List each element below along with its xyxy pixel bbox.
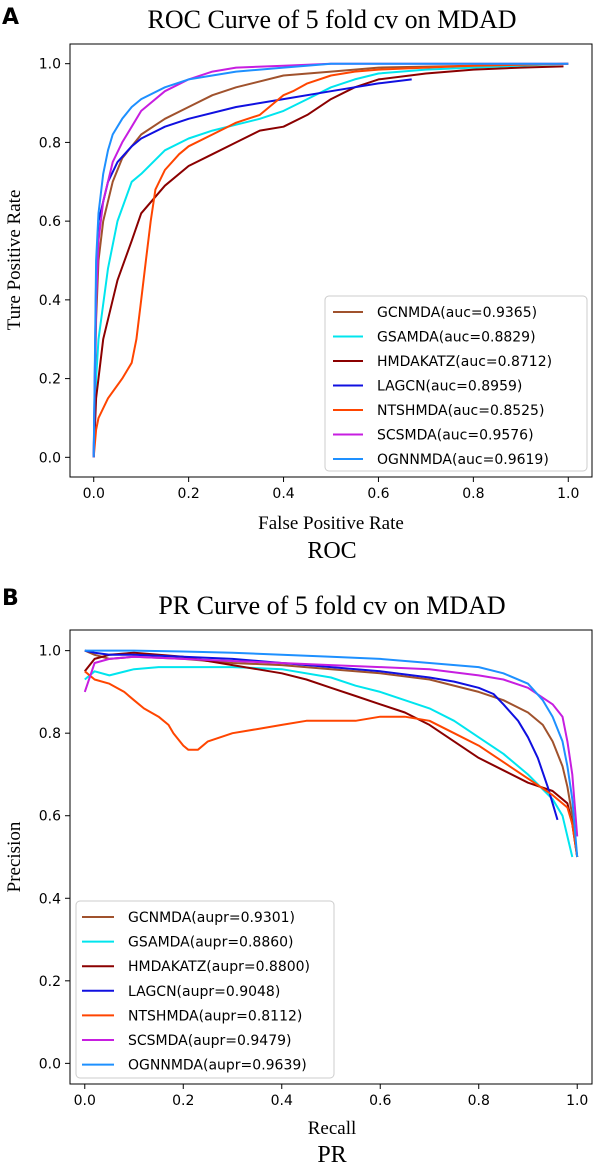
roc-legend-label: HMDAKATZ(auc=0.8712) (377, 354, 552, 370)
roc-series-line-hmdakatz (92, 65, 564, 458)
pr-xtick-label: 1.0 (566, 1093, 588, 1109)
roc-legend-label: NTSHMDA(auc=0.8525) (377, 403, 544, 419)
pr-ytick-label: 0.4 (39, 891, 61, 907)
pr-xtick-label: 0.2 (172, 1093, 194, 1109)
roc-legend-label: GCNMDA(auc=0.9365) (377, 305, 537, 321)
roc-legend-box (324, 295, 588, 472)
pr-title: PR Curve of 5 fold cv on MDAD (158, 591, 505, 620)
roc-ytick-label: 0.6 (39, 214, 61, 230)
pr-xlabel: Recall (308, 1118, 357, 1139)
roc-ytick-label: 1.0 (39, 57, 61, 73)
pr-series-line-lagcn (84, 649, 559, 821)
roc-xtick-label: 0.2 (178, 486, 200, 502)
roc-ticks: 0.0 0.2 0.4 0.6 0.8 1.0 0.0 0.2 0.4 0.6 0.8 1.0 (39, 57, 580, 502)
pr-series-line-scsmda (83, 655, 579, 837)
pr-ytick-label: 0.6 (39, 809, 61, 825)
roc-ytick-label: 0.8 (39, 135, 61, 151)
roc-xtick-label: 0.0 (83, 486, 105, 502)
pr-legend-label: HMDAKATZ(aupr=0.8800) (128, 959, 310, 975)
roc-legend-label: GSAMDA(auc=0.8829) (377, 330, 536, 346)
pr-ylabel: Precision (4, 821, 25, 892)
pr-series-line-gsamda (84, 666, 574, 858)
pr-ticks: 0.0 0.2 0.4 0.6 0.8 1.0 0.0 0.2 0.4 0.6 0.8 1.0 (39, 644, 589, 1109)
pr-xtick-label: 0.6 (369, 1093, 391, 1109)
roc-xtick-label: 0.4 (272, 486, 294, 502)
roc-xtick-label: 0.6 (367, 486, 389, 502)
pr-legend-label: OGNNMDA(aupr=0.9639) (128, 1058, 307, 1074)
pr-ytick-label: 0.2 (39, 974, 61, 990)
pr-ytick-label: 1.0 (39, 644, 61, 660)
roc-legend: GCNMDA(auc=0.9365) GSAMDA(auc=0.8829) HMDA… (324, 295, 588, 472)
pr-ytick-label: 0.0 (39, 1056, 61, 1072)
roc-ytick-label: 0.0 (39, 450, 61, 466)
pr-legend-label: GCNMDA(aupr=0.9301) (128, 910, 295, 926)
pr-caption: PR (317, 1142, 346, 1167)
roc-xtick-label: 1.0 (557, 486, 579, 502)
roc-caption: ROC (307, 538, 356, 564)
roc-panel-label: A (2, 5, 19, 30)
pr-xtick-label: 0.4 (271, 1093, 293, 1109)
pr-panel: B PR Curve of 5 fold cv on MDAD 0.0 0.2 0.… (2, 586, 593, 1167)
roc-series-line-ognnmda (92, 62, 569, 458)
roc-series-lines (92, 62, 569, 458)
roc-legend-label: LAGCN(auc=0.8959) (377, 379, 522, 395)
roc-ytick-label: 0.2 (39, 372, 61, 388)
pr-ytick-label: 0.8 (39, 726, 61, 742)
roc-legend-label: SCSMDA(auc=0.9576) (377, 428, 534, 444)
roc-series-line-gcnmda (92, 62, 569, 458)
roc-xtick-label: 0.8 (462, 486, 484, 502)
roc-ytick-label: 0.4 (39, 293, 61, 309)
roc-series-line-lagcn (92, 78, 412, 458)
roc-title: ROC Curve of 5 fold cv on MDAD (147, 5, 516, 34)
pr-legend-label: SCSMDA(aupr=0.9479) (128, 1033, 291, 1049)
pr-series-line-ntshmda (84, 670, 579, 858)
pr-legend: GCNMDA(aupr=0.9301) GSAMDA(aupr=0.8860) HM… (75, 900, 335, 1079)
roc-panel: A ROC Curve of 5 fold cv on MDAD 0.0 0.2 0… (2, 5, 593, 564)
roc-ylabel: Ture Positive Rate (4, 190, 25, 331)
roc-xlabel: False Positive Rate (258, 513, 404, 534)
pr-legend-label: GSAMDA(aupr=0.8860) (128, 935, 294, 951)
pr-panel-label: B (2, 586, 19, 611)
roc-series-line-ntshmda (92, 62, 569, 458)
pr-legend-box (75, 900, 335, 1079)
pr-series-line-hmdakatz (84, 651, 579, 858)
roc-legend-label: OGNNMDA(auc=0.9619) (377, 452, 549, 468)
pr-series-lines (83, 649, 579, 858)
pr-xtick-label: 0.8 (468, 1093, 490, 1109)
pr-legend-label: NTSHMDA(aupr=0.8112) (128, 1008, 302, 1024)
pr-series-line-ognnmda (84, 649, 579, 858)
pr-xtick-label: 0.0 (74, 1093, 96, 1109)
pr-legend-label: LAGCN(aupr=0.9048) (128, 984, 280, 1000)
